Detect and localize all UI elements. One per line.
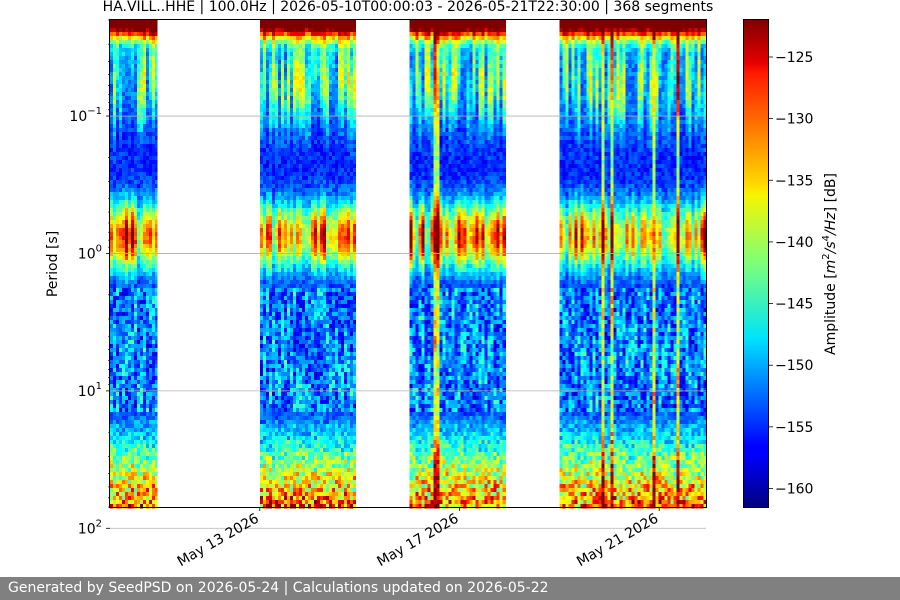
y-tick-label: 100 (78, 243, 102, 262)
colorbar-tick-label: −140 (775, 235, 813, 251)
x-tick-label: May 13 2026 (175, 511, 262, 571)
y-tick-label: 102 (78, 518, 102, 537)
footer-bar: Generated by SeedPSD on 2026-05-24 | Cal… (0, 577, 900, 600)
spectrogram (110, 20, 707, 509)
colorbar-tick-label: −160 (775, 482, 813, 498)
y-tick-label: 10−1 (69, 106, 102, 125)
colorbar-axis: −125 −130 −135 −140 −145 −150 −155 −160 (769, 50, 813, 498)
x-tick-label: May 21 2026 (574, 511, 661, 571)
colorbar-tick-label: −150 (775, 358, 813, 374)
y-axis-label: Period [s] (45, 231, 61, 297)
colorbar-tick-label: −125 (775, 50, 813, 66)
y-axis: 10−1 100 101 102 (69, 20, 110, 537)
colorbar-tick-label: −145 (775, 297, 813, 313)
x-axis: May 13 2026 May 17 2026 May 21 2026 (175, 507, 662, 570)
colorbar-tick-label: −130 (775, 112, 813, 128)
colorbar-tick-label: −155 (775, 420, 813, 436)
colorbar-label: Amplitude [m2/s4/Hz] [dB] (821, 173, 839, 355)
x-tick-label: May 17 2026 (374, 511, 461, 571)
footer-text: Generated by SeedPSD on 2026-05-24 | Cal… (8, 580, 549, 596)
y-tick-label: 101 (78, 381, 102, 400)
colorbar-tick-label: −135 (775, 173, 813, 189)
colorbar (744, 20, 769, 508)
chart-title: HA.VILL..HHE | 100.0Hz | 2026-05-10T00:0… (103, 0, 714, 15)
